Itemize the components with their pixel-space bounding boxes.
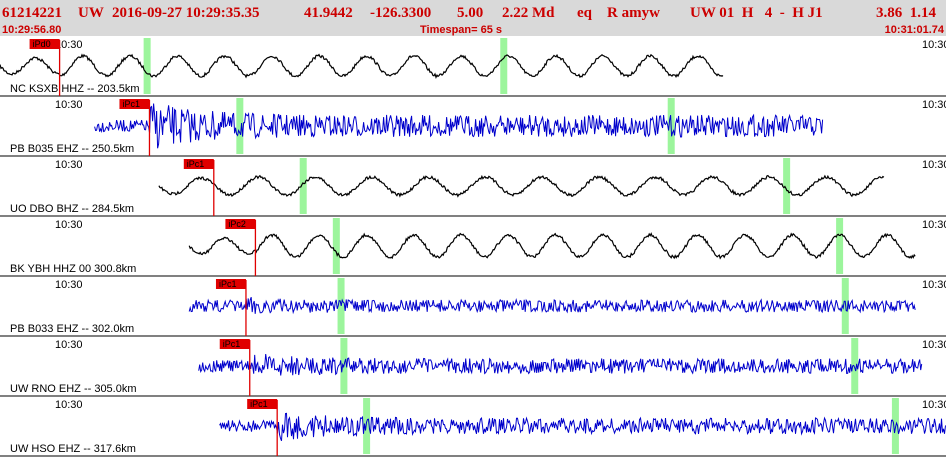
event-depth: 5.00 [457,5,484,21]
trace-time-label-right: 10:30 [922,339,946,351]
event-network: UW [78,5,104,21]
phase-pick-tag[interactable] [225,219,256,229]
window-end-time: 10:31:01.74 [884,24,944,36]
waveform [94,103,824,149]
time-window-marker[interactable] [500,38,508,94]
station-label: UO DBO BHZ -- 284.5km [10,203,134,215]
event-summary: 61214221 UW 2016-09-27 10:29:35.35 41.94… [2,2,946,24]
phase-pick-label: iPc2 [228,219,246,229]
event-longitude: -126.3300 [370,5,432,21]
event-extra: UW 01 H 4 - H J1 [690,5,823,21]
phase-pick-label: iPc1 [187,159,205,169]
trace-time-label: 10:30 [55,339,83,351]
phase-pick-label: iPc1 [122,99,140,109]
event-type: eq [577,5,592,21]
seismogram-panel[interactable]: 10:30 10:30 iPd0 NC KSXB HHZ -- 203.5km 10:3… [0,36,946,460]
trace-time-label: 10:30 [55,159,83,171]
timespan-label: Timespan= 65 s [420,24,503,36]
phase-pick-tag[interactable] [29,39,60,49]
waveform [188,232,916,260]
time-window-marker[interactable] [836,218,844,274]
event-review: R amyw [607,5,660,21]
station-label: PB B035 EHZ -- 250.5km [10,143,134,155]
station-label: UW HSO EHZ -- 317.6km [10,443,136,455]
trace-time-label: 10:30 [55,399,83,411]
event-magnitude: 2.22 Md [502,5,555,21]
phase-pick-label: iPc1 [219,279,237,289]
phase-pick-label: iPd0 [33,39,51,49]
time-window-marker[interactable] [236,98,244,154]
event-id: 61214221 [2,5,62,21]
station-label: PB B033 EHZ -- 302.0km [10,323,134,335]
phase-pick-tag[interactable] [183,159,214,169]
waveform [198,354,923,376]
event-quality: 3.86 1.14 [876,5,936,21]
phase-pick-tag[interactable] [119,99,150,109]
time-window-marker[interactable] [299,158,307,214]
trace-time-label: 10:30 [55,279,83,291]
trace-time-label-right: 10:30 [922,159,946,171]
trace-time-label-right: 10:30 [922,99,946,111]
trace-time-label: 10:30 [55,39,83,51]
station-label: NC KSXB HHZ -- 203.5km [10,83,140,95]
time-window-marker[interactable] [851,338,859,394]
waveform [219,412,946,441]
time-window-marker[interactable] [337,278,345,334]
trace-time-label: 10:30 [55,99,83,111]
station-label: UW RNO EHZ -- 305.0km [10,383,137,395]
trace-time-label-right: 10:30 [922,219,946,231]
phase-pick-tag[interactable] [215,279,246,289]
waveform [0,53,724,79]
event-datetime: 2016-09-27 10:29:35.35 [112,5,260,21]
time-window-marker[interactable] [143,38,151,94]
waveform [188,297,916,315]
phase-pick-label: iPc1 [223,339,241,349]
phase-pick-tag[interactable] [219,339,250,349]
phase-pick-label: iPc1 [250,399,268,409]
trace-time-label-right: 10:30 [922,279,946,291]
trace-time-label-right: 10:30 [922,399,946,411]
station-label: BK YBH HHZ 00 300.8km [10,263,136,275]
waveform [158,174,885,198]
window-start-time: 10:29:56.80 [2,24,62,36]
event-latitude: 41.9442 [304,5,353,21]
phase-pick-tag[interactable] [247,399,278,409]
event-header: 61214221 UW 2016-09-27 10:29:35.35 41.94… [0,0,946,36]
time-window-marker[interactable] [332,218,340,274]
seismogram-traces[interactable]: 10:30 10:30 iPd0 NC KSXB HHZ -- 203.5km 10:3… [0,36,946,460]
time-window-marker[interactable] [363,398,371,454]
time-window-marker[interactable] [783,158,791,214]
trace-time-label: 10:30 [55,219,83,231]
trace-time-label-right: 10:30 [922,39,946,51]
